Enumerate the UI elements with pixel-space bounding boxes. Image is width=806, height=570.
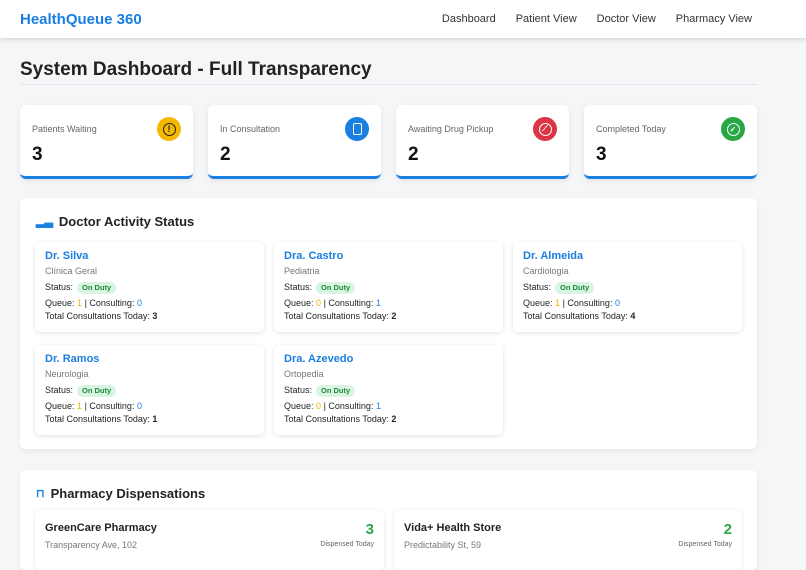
total-label: Total Consultations Today:: [523, 310, 628, 321]
queue-count: 1: [77, 400, 83, 411]
stat-card-awaiting-pickup: Awaiting Drug Pickup 2 ⟋: [396, 105, 569, 179]
consulting-label: | Consulting:: [84, 400, 135, 411]
divider: [20, 84, 757, 85]
status-badge: On Duty: [77, 385, 117, 397]
queue-label: Queue:: [284, 400, 314, 411]
consulting-label: | Consulting:: [323, 400, 374, 411]
queue-count: 1: [77, 297, 83, 308]
exclamation-icon: !: [157, 117, 181, 141]
doctor-card: Dr. Ramos Neurologia Status: On Duty Queu…: [35, 345, 264, 435]
consulting-count: 0: [136, 400, 142, 411]
section-title: Pharmacy Dispensations: [50, 486, 206, 501]
status-badge: On Duty: [555, 282, 595, 294]
total-label: Total Consultations Today:: [284, 310, 389, 321]
queue-label: Queue:: [45, 297, 75, 308]
doctor-card: Dr. Silva Clínica Geral Status: On Duty Q…: [35, 242, 264, 332]
doctor-name[interactable]: Dr. Silva: [45, 250, 89, 262]
total-label: Total Consultations Today:: [284, 413, 389, 424]
consulting-count: 1: [375, 400, 381, 411]
total-count: 3: [152, 310, 158, 321]
total-count: 1: [152, 413, 158, 424]
pharmacy-section: ⊓ Pharmacy Dispensations GreenCare Pharma…: [20, 470, 757, 570]
doctor-specialty: Neurologia: [45, 369, 89, 379]
stat-label: Patients Waiting: [32, 124, 97, 134]
doctor-icon: ▂▃: [36, 216, 53, 228]
doctor-card: Dr. Almeida Cardiologia Status: On Duty Q…: [513, 242, 742, 332]
stat-card-completed-today: Completed Today 3 ✓: [584, 105, 757, 179]
doctor-card: Dra. Azevedo Ortopedia Status: On Duty Qu…: [274, 345, 503, 435]
total-count: 2: [391, 310, 397, 321]
dispensed-count: 2: [723, 521, 732, 538]
status-label: Status:: [284, 385, 313, 396]
consulting-label: | Consulting:: [84, 297, 135, 308]
stat-value: 2: [408, 144, 419, 165]
consulting-count: 0: [614, 297, 620, 308]
total-count: 4: [630, 310, 636, 321]
queue-label: Queue:: [523, 297, 553, 308]
navbar: HealthQueue 360 Dashboard Patient View D…: [0, 0, 806, 38]
total-label: Total Consultations Today:: [45, 310, 150, 321]
doctor-specialty: Pediatria: [284, 266, 320, 276]
stat-value: 3: [32, 144, 43, 165]
consulting-count: 0: [136, 297, 142, 308]
pharmacy-card: GreenCare Pharmacy Transparency Ave, 102…: [35, 510, 384, 570]
total-label: Total Consultations Today:: [45, 413, 150, 424]
doctor-specialty: Clínica Geral: [45, 266, 98, 276]
doctor-name[interactable]: Dra. Azevedo: [284, 353, 354, 365]
queue-label: Queue:: [45, 400, 75, 411]
pill-icon: ⟋: [533, 117, 557, 141]
dispensed-label: Dispensed Today: [320, 541, 374, 548]
status-badge: On Duty: [77, 282, 117, 294]
pharmacy-address: Transparency Ave, 102: [45, 540, 138, 550]
brand-logo[interactable]: HealthQueue 360: [20, 11, 142, 28]
stat-card-in-consultation: In Consultation 2: [208, 105, 381, 179]
dispensed-label: Dispensed Today: [678, 541, 732, 548]
status-label: Status:: [523, 282, 552, 293]
queue-count: 0: [316, 297, 322, 308]
doctor-name[interactable]: Dr. Almeida: [523, 250, 584, 262]
status-badge: On Duty: [316, 385, 356, 397]
nav-doctor-view[interactable]: Doctor View: [596, 13, 656, 25]
consulting-label: | Consulting:: [323, 297, 374, 308]
stat-card-patients-waiting: Patients Waiting 3 !: [20, 105, 193, 179]
nav-pharmacy-view[interactable]: Pharmacy View: [675, 13, 752, 25]
status-label: Status:: [45, 282, 74, 293]
doctor-name[interactable]: Dra. Castro: [284, 250, 344, 262]
dispensed-count: 3: [365, 521, 374, 538]
total-count: 2: [391, 413, 397, 424]
stat-label: In Consultation: [220, 124, 281, 134]
doctor-specialty: Cardiologia: [523, 266, 569, 276]
document-icon: [345, 117, 369, 141]
check-circle-icon: ✓: [721, 117, 745, 141]
section-title: Doctor Activity Status: [58, 214, 195, 229]
pharmacy-address: Predictability St, 59: [404, 540, 482, 550]
pharmacy-name: Vida+ Health Store: [404, 522, 502, 534]
stat-value: 2: [220, 144, 231, 165]
page-title: System Dashboard - Full Transparency: [20, 59, 372, 80]
status-label: Status:: [284, 282, 313, 293]
doctor-name[interactable]: Dr. Ramos: [45, 353, 100, 365]
stat-value: 3: [596, 144, 607, 165]
queue-label: Queue:: [284, 297, 314, 308]
nav-patient-view[interactable]: Patient View: [515, 13, 577, 25]
doctor-card: Dra. Castro Pediatria Status: On Duty Que…: [274, 242, 503, 332]
nav-dashboard[interactable]: Dashboard: [441, 13, 496, 25]
queue-count: 1: [555, 297, 561, 308]
stat-label: Completed Today: [596, 124, 666, 134]
status-label: Status:: [45, 385, 74, 396]
status-badge: On Duty: [316, 282, 356, 294]
pharmacy-name: GreenCare Pharmacy: [45, 522, 157, 534]
consulting-label: | Consulting:: [562, 297, 613, 308]
doctor-specialty: Ortopedia: [284, 369, 324, 379]
pharmacy-icon: ⊓: [36, 488, 45, 500]
pharmacy-card: Vida+ Health Store Predictability St, 59…: [394, 510, 742, 570]
stat-label: Awaiting Drug Pickup: [408, 124, 494, 134]
queue-count: 0: [316, 400, 322, 411]
consulting-count: 1: [375, 297, 381, 308]
